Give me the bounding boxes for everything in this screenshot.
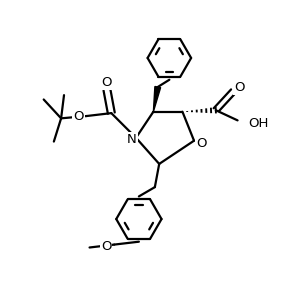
Text: O: O (102, 76, 112, 89)
Text: O: O (101, 240, 111, 253)
Text: OH: OH (249, 117, 269, 130)
Text: O: O (196, 137, 206, 150)
Text: O: O (73, 110, 84, 122)
Text: N: N (127, 133, 137, 146)
Polygon shape (154, 86, 161, 112)
Text: O: O (234, 81, 244, 93)
